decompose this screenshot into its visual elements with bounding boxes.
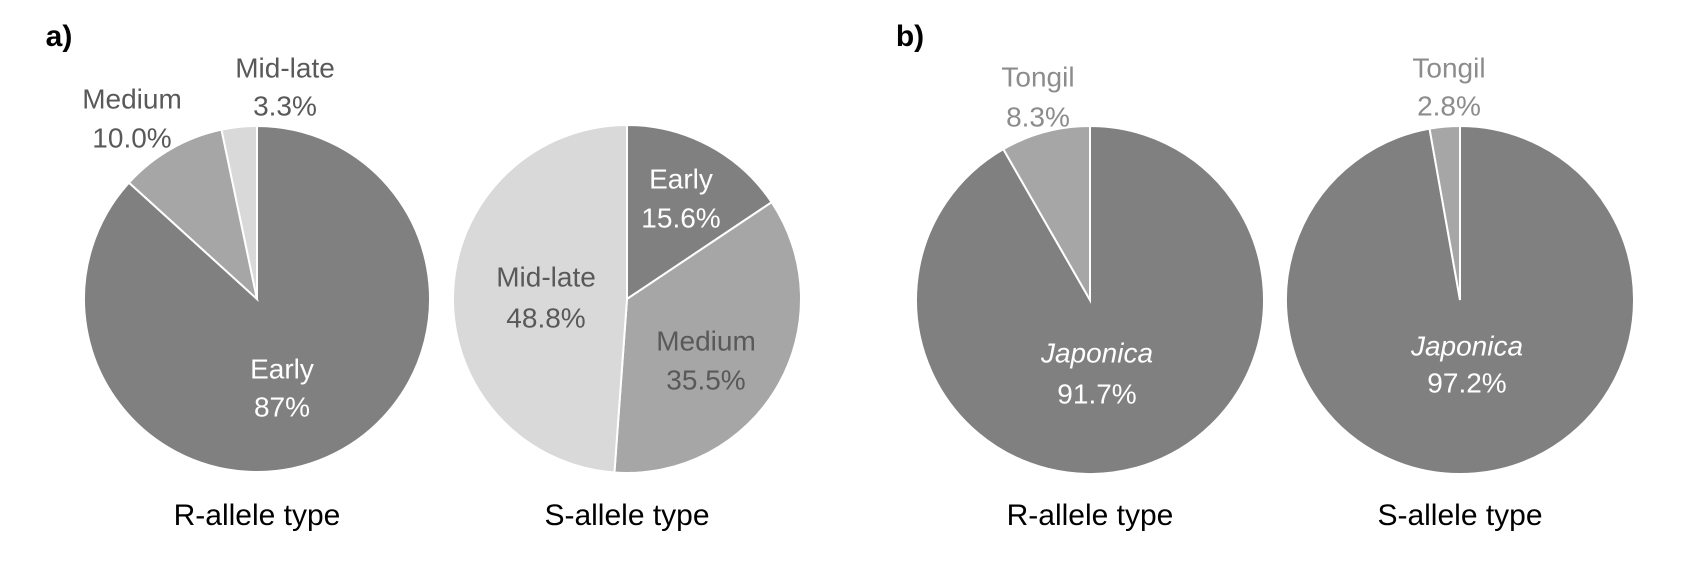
pie-slice	[613, 200, 802, 474]
slice-category: Tongil	[1412, 52, 1485, 83]
chart-title: R-allele type	[174, 499, 341, 532]
slice-value-label: 3.3%	[253, 90, 317, 121]
chart-title: R-allele type	[1007, 499, 1174, 532]
pie-slice	[127, 128, 259, 302]
slice-value-label: 8.3%	[1006, 101, 1070, 132]
pie-slice	[220, 124, 258, 300]
chart-title: S-allele type	[1377, 499, 1542, 532]
slice-value-label: 15.6%	[641, 202, 720, 233]
pie-slice	[1001, 124, 1091, 304]
slice-category: Mid-late	[235, 52, 335, 83]
slice-category: Early	[649, 163, 713, 194]
slice-value-label: 91.7%	[1057, 378, 1136, 409]
slice-category: Early	[250, 353, 314, 384]
slice-value-label: 10.0%	[92, 122, 171, 153]
pie-slice	[1428, 124, 1461, 301]
slice-value-label: 2.8%	[1417, 90, 1481, 121]
pie-slice	[626, 123, 774, 301]
slice-category: Japonica	[1410, 330, 1523, 361]
slice-category: Japonica	[1040, 337, 1153, 368]
slice-value-label: 48.8%	[506, 302, 585, 333]
slice-value-label: 35.5%	[666, 364, 745, 395]
slice-category: Mid-late	[496, 261, 596, 292]
slice-category: Medium	[656, 325, 756, 356]
pie-slice	[452, 123, 628, 474]
panel-label: b)	[896, 20, 924, 53]
slice-category: Tongil	[1001, 61, 1074, 92]
slice-category: Medium	[82, 83, 182, 114]
slice-value-label: 97.2%	[1427, 367, 1506, 398]
chart-title: S-allele type	[544, 499, 709, 532]
panel-label: a)	[46, 20, 73, 53]
slice-value-label: 87%	[254, 391, 310, 422]
